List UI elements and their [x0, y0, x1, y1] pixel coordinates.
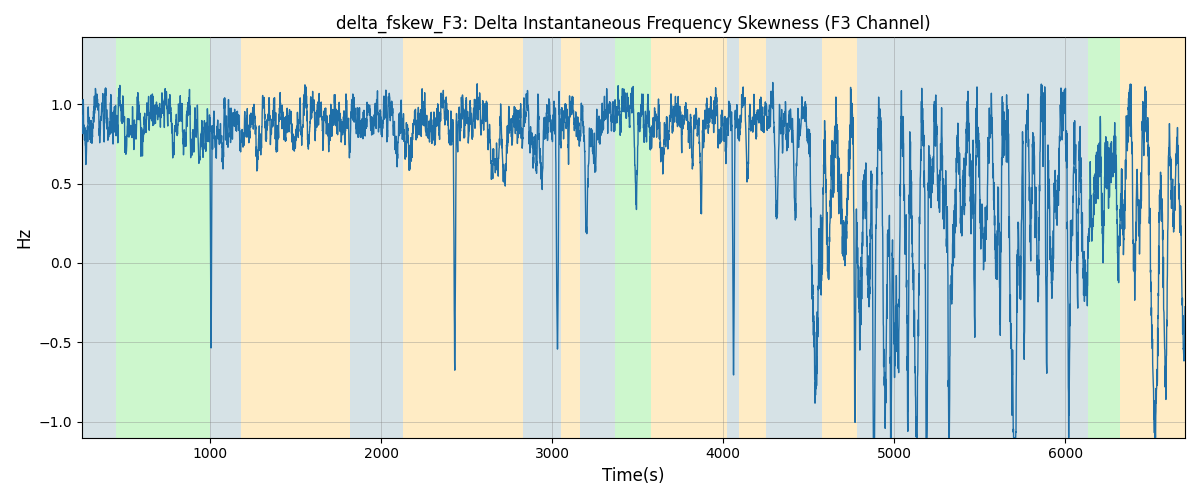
Bar [857, 38, 1087, 438]
Bar [739, 38, 766, 438]
Bar [350, 38, 403, 438]
X-axis label: Time(s): Time(s) [602, 467, 665, 485]
Bar [523, 38, 560, 438]
Bar [210, 38, 241, 438]
Bar [560, 38, 580, 438]
Bar [1087, 38, 1120, 438]
Y-axis label: Hz: Hz [14, 227, 32, 248]
Bar [403, 38, 523, 438]
Bar [1120, 38, 1186, 438]
Bar [82, 38, 116, 438]
Bar [241, 38, 350, 438]
Title: delta_fskew_F3: Delta Instantaneous Frequency Skewness (F3 Channel): delta_fskew_F3: Delta Instantaneous Freq… [336, 15, 931, 34]
Bar [766, 38, 822, 438]
Bar [580, 38, 616, 438]
Bar [822, 38, 857, 438]
Bar [727, 38, 739, 438]
Bar [116, 38, 210, 438]
Bar [616, 38, 652, 438]
Bar [652, 38, 727, 438]
